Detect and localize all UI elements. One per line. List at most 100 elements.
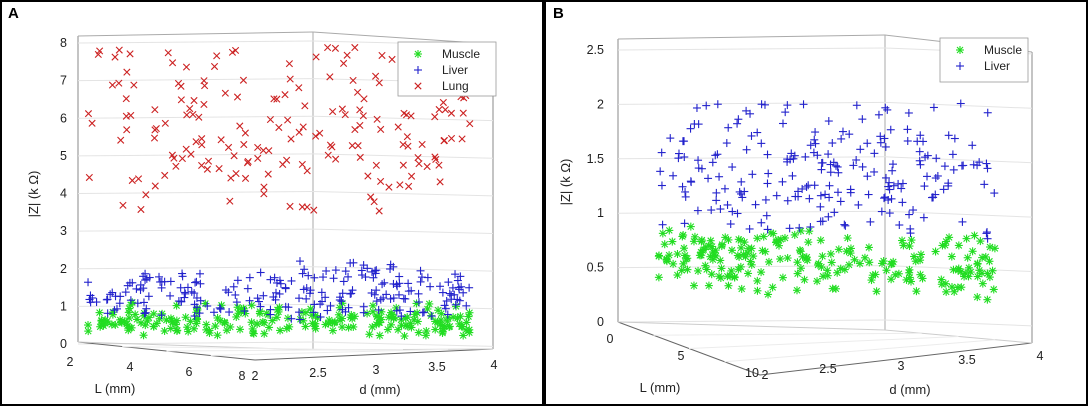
point-muscle	[842, 247, 851, 256]
legend-label-muscle: Muscle	[984, 43, 1022, 57]
point-liver	[359, 302, 368, 311]
point-liver	[788, 171, 797, 180]
point-liver	[111, 292, 120, 301]
y-tick-label: 4	[1037, 349, 1044, 363]
point-muscle	[464, 312, 473, 321]
point-lung	[341, 111, 349, 119]
point-liver	[309, 308, 318, 317]
point-muscle	[793, 258, 802, 267]
point-liver	[849, 161, 858, 170]
point-lung	[85, 173, 93, 182]
point-liver	[103, 309, 112, 318]
point-muscle	[299, 316, 308, 325]
legend-label-muscle: Muscle	[442, 47, 480, 61]
point-liver	[884, 196, 893, 205]
point-muscle	[973, 293, 982, 302]
point-liver	[459, 288, 468, 297]
point-lung	[232, 169, 240, 178]
point-liver	[389, 262, 398, 271]
point-lung	[126, 50, 134, 58]
z-grid-left	[617, 101, 886, 105]
point-muscle	[710, 251, 719, 260]
point-liver	[190, 312, 199, 321]
point-muscle	[152, 319, 161, 328]
point-lung	[303, 167, 311, 175]
point-liver	[326, 301, 335, 310]
point-lung	[186, 105, 194, 113]
point-lung	[213, 52, 221, 60]
point-liver	[457, 282, 466, 291]
x-tick-label: 2	[67, 355, 74, 369]
point-liver	[734, 115, 743, 124]
point-lung	[348, 142, 356, 150]
x-tick-label: 0	[607, 332, 614, 346]
point-liver	[657, 181, 666, 190]
point-lung	[385, 183, 393, 191]
point-liver	[733, 119, 742, 128]
point-liver	[139, 272, 148, 281]
point-lung	[298, 160, 306, 169]
point-liver	[231, 290, 240, 299]
point-muscle	[973, 259, 982, 268]
point-lung	[372, 72, 380, 80]
point-muscle	[387, 320, 396, 329]
point-muscle	[375, 331, 384, 340]
point-liver	[973, 161, 982, 170]
point-liver	[858, 115, 867, 124]
point-liver	[781, 108, 790, 117]
point-liver	[933, 171, 942, 180]
point-muscle	[276, 326, 285, 335]
point-liver	[349, 258, 358, 267]
point-muscle	[222, 326, 231, 335]
point-lung	[142, 191, 150, 199]
point-liver	[881, 142, 890, 151]
point-lung	[254, 154, 262, 162]
point-liver	[142, 304, 151, 313]
point-liver	[852, 155, 861, 164]
point-muscle	[737, 284, 746, 293]
point-liver	[825, 181, 834, 190]
point-liver	[680, 153, 689, 162]
point-liver	[802, 182, 811, 191]
point-muscle	[239, 304, 248, 313]
point-liver	[418, 308, 427, 317]
point-lung	[299, 123, 307, 131]
point-muscle	[916, 256, 925, 265]
point-liver	[423, 273, 432, 282]
point-lung	[108, 81, 117, 89]
point-liver	[751, 200, 760, 209]
point-liver	[371, 269, 380, 278]
z-tick-label: 1	[60, 299, 67, 313]
point-liver	[990, 189, 999, 198]
point-lung	[200, 77, 208, 85]
y-axis-label: d (mm)	[359, 382, 400, 397]
z-grid-right	[312, 153, 494, 159]
point-liver	[817, 165, 826, 174]
point-lung	[356, 106, 364, 114]
point-liver	[316, 312, 325, 321]
point-liver	[416, 277, 425, 286]
point-liver	[958, 217, 967, 226]
point-liver	[816, 191, 825, 200]
point-muscle	[124, 308, 133, 317]
point-lung	[286, 202, 294, 210]
x-tick-label: 10	[745, 366, 759, 380]
point-muscle	[265, 323, 274, 332]
point-lung	[241, 174, 250, 182]
point-lung	[198, 141, 206, 149]
point-muscle	[864, 243, 873, 252]
point-muscle	[680, 251, 689, 260]
point-lung	[270, 95, 278, 103]
point-muscle	[964, 263, 973, 272]
z-grid-right	[312, 191, 494, 197]
point-liver	[295, 315, 304, 324]
point-muscle	[689, 281, 698, 290]
point-muscle	[957, 283, 966, 292]
point-muscle	[139, 331, 148, 340]
z-axis-label: |Z| (k Ω)	[26, 171, 41, 218]
point-liver	[656, 167, 665, 176]
point-liver	[929, 103, 938, 112]
z-tick-label: 4	[60, 187, 67, 201]
point-lung	[447, 134, 456, 143]
